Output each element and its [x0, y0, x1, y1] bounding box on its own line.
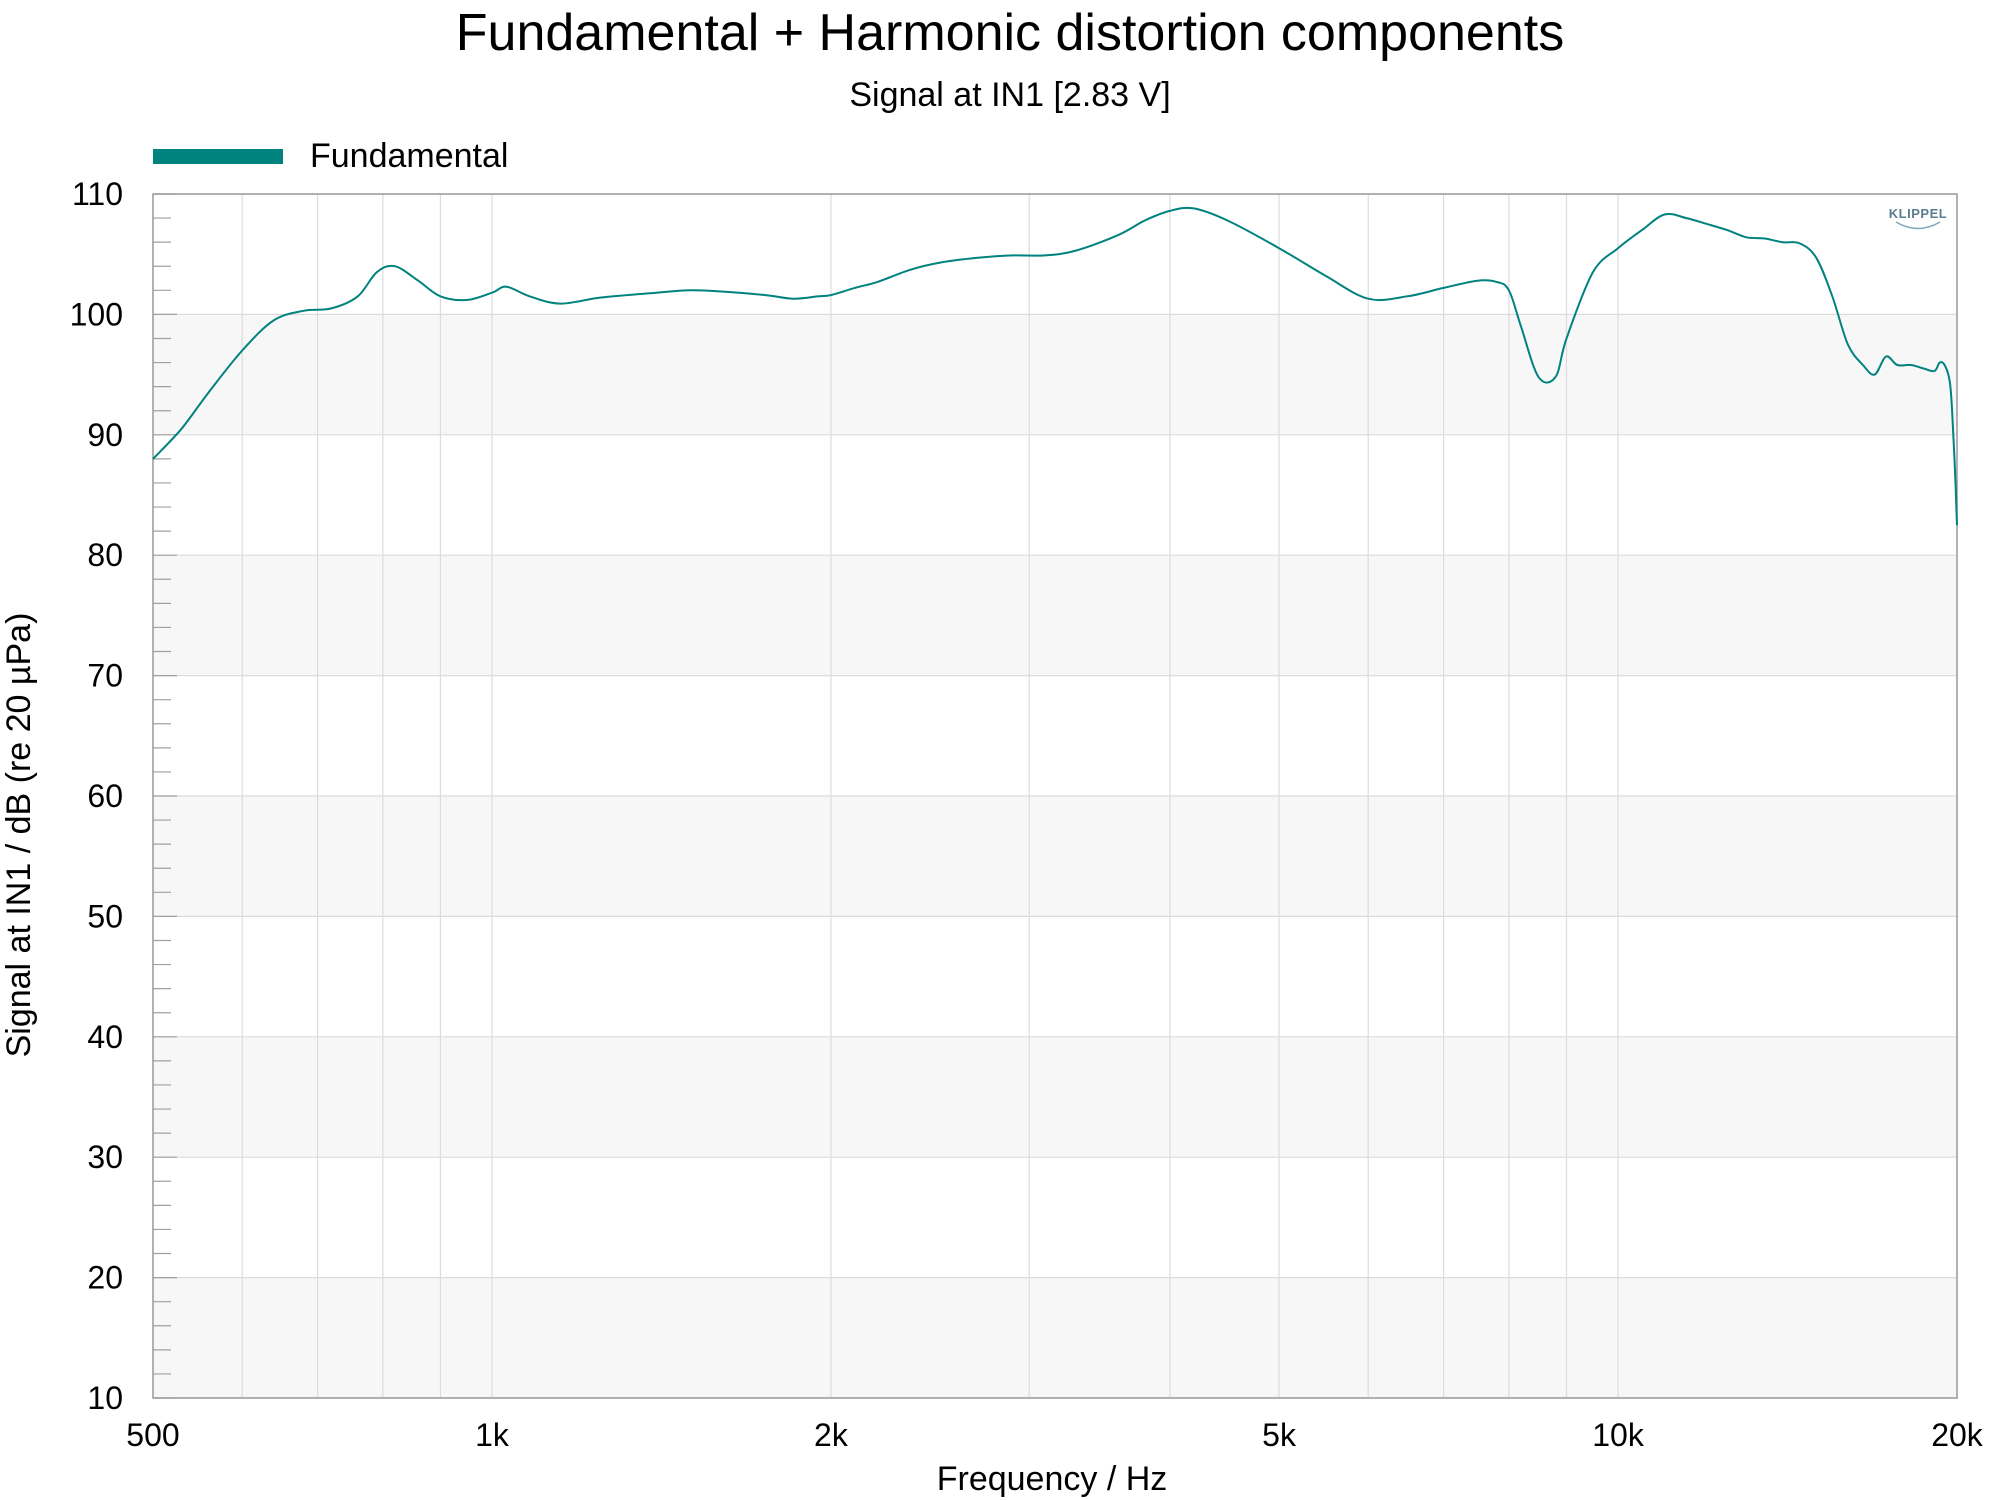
- klippel-logo: KLIPPEL: [1889, 206, 1947, 230]
- plot-band: [153, 1036, 1957, 1158]
- plot-band: [153, 916, 1957, 1037]
- x-tick-label: 5k: [1262, 1417, 1297, 1453]
- y-tick-label: 80: [87, 537, 123, 573]
- legend-swatch: [153, 149, 283, 164]
- plot-band: [153, 796, 1957, 917]
- y-tick-label: 90: [87, 417, 123, 453]
- plot-band: [153, 314, 1957, 435]
- plot-band: [153, 434, 1957, 556]
- x-tick-label: 1k: [475, 1417, 510, 1453]
- y-tick-label: 20: [87, 1260, 123, 1296]
- x-tick-label: 500: [126, 1417, 179, 1453]
- plot-band: [153, 1277, 1957, 1398]
- x-tick-label: 20k: [1931, 1417, 1984, 1453]
- logo-swoosh: [1895, 221, 1941, 230]
- logo-text: KLIPPEL: [1889, 206, 1947, 221]
- x-tick-labels: 500 1k 2k 5k 10k 20k: [126, 1417, 1983, 1453]
- plot-frame: [152, 193, 1958, 1399]
- chart-subtitle: Signal at IN1 [2.83 V]: [849, 76, 1170, 114]
- plot-band: [153, 675, 1957, 796]
- plot-band: [153, 1157, 1957, 1278]
- series-line-fundamental: [152, 206, 1958, 526]
- y-tick-label: 70: [87, 658, 123, 694]
- x-tick-label: 10k: [1592, 1417, 1645, 1453]
- plot-band: [153, 555, 1957, 676]
- y-tick-label: 50: [87, 898, 123, 934]
- series-lines: [152, 206, 1958, 526]
- y-tick-label: 100: [70, 296, 123, 332]
- y-tick-label: 30: [87, 1139, 123, 1175]
- chart-title: Fundamental + Harmonic distortion compon…: [456, 4, 1564, 62]
- y-tick-label: 60: [87, 778, 123, 814]
- legend-label: Fundamental: [310, 137, 508, 175]
- x-tick-label: 2k: [814, 1417, 849, 1453]
- y-tick-label: 40: [87, 1019, 123, 1055]
- legend: Fundamental: [153, 137, 508, 175]
- y-tick-label: 10: [87, 1380, 123, 1416]
- minor-ticks: [153, 193, 177, 1399]
- y-tick-label: 110: [72, 176, 123, 212]
- y-axis-label: Signal at IN1 / dB (re 20 µPa): [0, 613, 38, 1058]
- y-tick-labels: 10 20 30 40 50 60 70 80 90 100 110: [70, 176, 123, 1416]
- plot-bands: [153, 194, 1957, 1398]
- x-axis-label: Frequency / Hz: [937, 1460, 1168, 1498]
